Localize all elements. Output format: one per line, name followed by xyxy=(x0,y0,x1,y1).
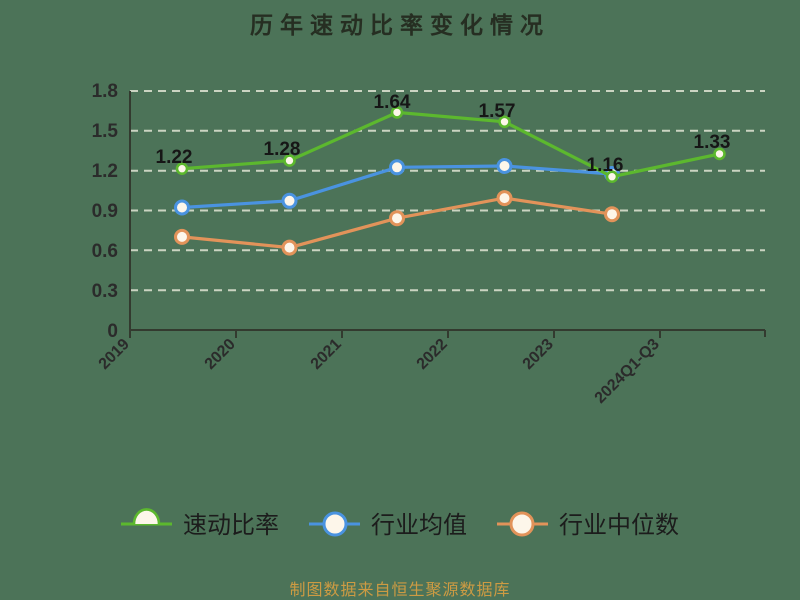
svg-text:1.28: 1.28 xyxy=(264,139,301,160)
svg-text:行业中位数: 行业中位数 xyxy=(559,512,679,539)
svg-text:1.22: 1.22 xyxy=(156,147,193,168)
svg-text:0.3: 0.3 xyxy=(92,281,118,302)
svg-text:2021: 2021 xyxy=(308,336,345,373)
svg-text:2020: 2020 xyxy=(202,336,239,373)
svg-text:1.8: 1.8 xyxy=(92,81,118,102)
svg-text:0.6: 0.6 xyxy=(92,241,118,262)
svg-text:1.2: 1.2 xyxy=(92,161,118,182)
svg-text:2022: 2022 xyxy=(414,336,451,373)
svg-text:1.57: 1.57 xyxy=(479,101,516,122)
svg-text:行业均值: 行业均值 xyxy=(371,512,467,539)
svg-text:1.16: 1.16 xyxy=(587,155,624,176)
svg-text:1.33: 1.33 xyxy=(694,132,731,153)
svg-text:2023: 2023 xyxy=(520,336,557,373)
svg-text:0.9: 0.9 xyxy=(92,201,118,222)
svg-text:2024Q1-Q3: 2024Q1-Q3 xyxy=(592,336,663,407)
svg-text:2019: 2019 xyxy=(96,336,133,373)
svg-text:1.5: 1.5 xyxy=(92,121,119,142)
svg-text:速动比率: 速动比率 xyxy=(183,512,279,539)
svg-text:1.64: 1.64 xyxy=(374,92,411,113)
